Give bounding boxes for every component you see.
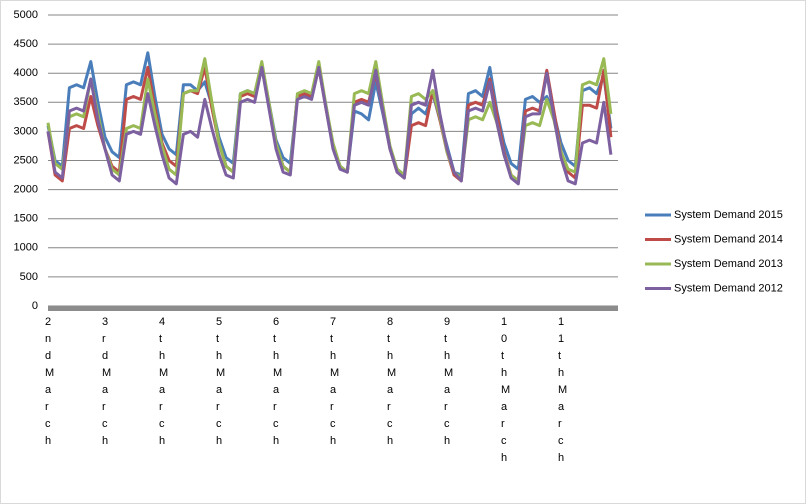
series-line [46,65,613,186]
x-tick-label: 2nd March [45,316,55,447]
x-tick-label: 8th March [387,316,397,447]
x-tick-label: 11th March [558,316,568,464]
x-tick-label: 5th March [216,316,226,447]
y-tick-label: 500 [20,271,38,283]
y-tick-label: 2500 [14,154,38,166]
y-tick-label: 0 [32,300,38,312]
y-tick-label: 4500 [14,38,38,50]
y-tick-label: 3000 [14,125,38,137]
y-tick-label: 4000 [14,67,38,79]
y-tick-label: 3500 [14,96,38,108]
x-tick-label: 10th March [501,316,511,464]
y-tick-label: 1500 [14,213,38,225]
y-tick-label: 1000 [14,242,38,254]
legend-label: System Demand 2013 [674,258,783,270]
x-axis [48,306,618,311]
x-tick-label: 6th March [273,316,283,447]
x-tick-label: 7th March [330,316,340,447]
y-tick-label: 5000 [14,9,38,21]
legend-label: System Demand 2012 [674,282,783,294]
x-tick-label: 9th March [444,316,454,447]
legend-label: System Demand 2015 [674,209,783,221]
legend-label: System Demand 2014 [674,233,783,245]
y-tick-label: 2000 [14,184,38,196]
x-tick-label: 3rd March [102,316,112,447]
x-tick-label: 4th March [159,316,169,447]
